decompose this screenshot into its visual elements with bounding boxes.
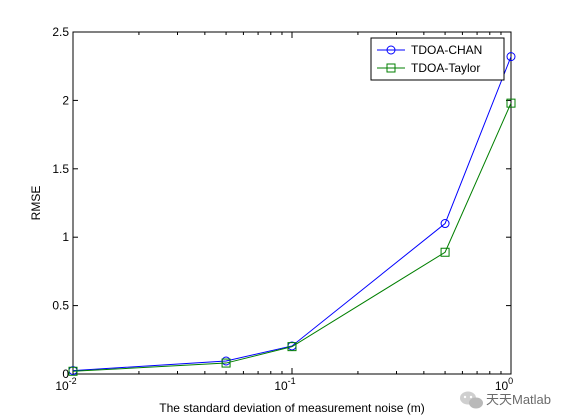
legend: TDOA-CHAN TDOA-Taylor xyxy=(370,37,505,81)
data-point xyxy=(287,342,297,352)
legend-marker xyxy=(386,63,396,73)
y-axis-label: RMSE xyxy=(29,186,43,221)
legend-label: TDOA-Taylor xyxy=(411,61,480,75)
y-tick-label: 2.5 xyxy=(52,25,69,39)
axis-ticks: 0 0.5 1 1.5 2 2.5 10-2 10-1 100 xyxy=(52,25,513,393)
data-point xyxy=(506,98,516,108)
data-point xyxy=(221,358,231,368)
y-tick-label: 0 xyxy=(62,367,69,381)
data-point xyxy=(440,219,450,229)
series-2 xyxy=(68,98,516,376)
data-point xyxy=(440,247,450,257)
x-tick-label: 10-2 xyxy=(55,376,76,393)
series-line xyxy=(72,56,512,372)
legend-label: TDOA-CHAN xyxy=(411,43,482,57)
series-layer xyxy=(68,52,516,376)
x-tick-label: 100 xyxy=(495,376,513,393)
plot-area xyxy=(72,31,512,375)
legend-box xyxy=(370,37,505,81)
x-axis-label: The standard deviation of measurement no… xyxy=(159,401,424,415)
legend-marker xyxy=(386,45,396,55)
data-point xyxy=(68,366,78,376)
y-tick-label: 1.5 xyxy=(52,162,69,176)
watermark: 天天Matlab xyxy=(460,391,551,409)
series-line xyxy=(72,102,512,372)
wechat-icon xyxy=(460,391,483,409)
y-tick-label: 0.5 xyxy=(52,299,69,313)
data-point xyxy=(506,52,516,62)
watermark-text: 天天Matlab xyxy=(486,392,551,407)
x-tick-label: 10-1 xyxy=(274,376,295,393)
y-tick-label: 1 xyxy=(62,230,69,244)
y-tick-label: 2 xyxy=(62,93,69,107)
